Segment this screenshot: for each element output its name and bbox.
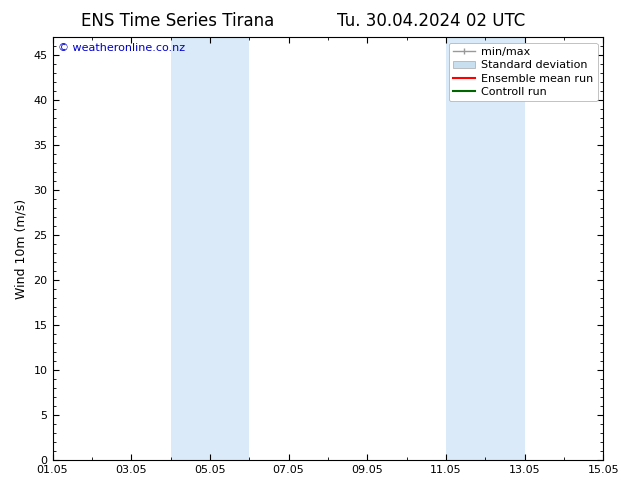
Legend: min/max, Standard deviation, Ensemble mean run, Controll run: min/max, Standard deviation, Ensemble me… <box>449 43 598 101</box>
Text: Tu. 30.04.2024 02 UTC: Tu. 30.04.2024 02 UTC <box>337 12 525 30</box>
Text: ENS Time Series Tirana: ENS Time Series Tirana <box>81 12 274 30</box>
Text: © weatheronline.co.nz: © weatheronline.co.nz <box>58 44 185 53</box>
Y-axis label: Wind 10m (m/s): Wind 10m (m/s) <box>15 198 28 299</box>
Bar <box>446 37 524 460</box>
Bar <box>171 37 249 460</box>
